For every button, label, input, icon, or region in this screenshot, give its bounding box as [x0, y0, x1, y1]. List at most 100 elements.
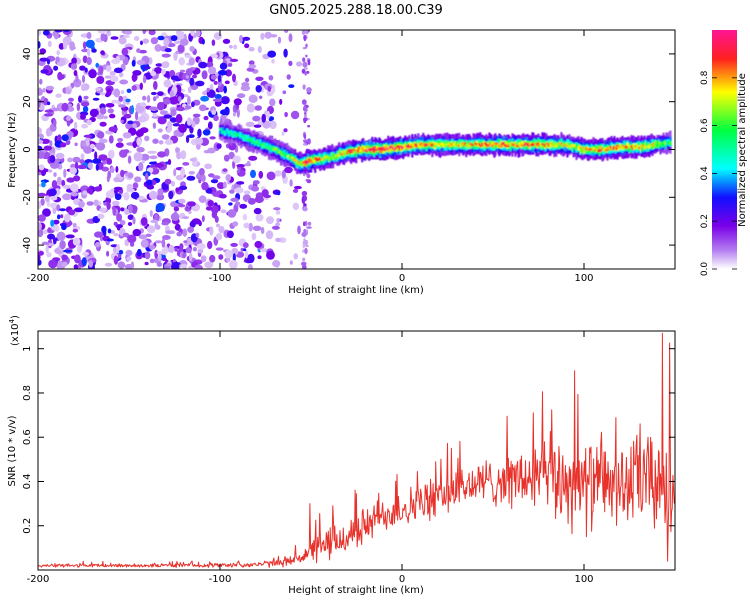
spectrogram-noise-blob [206, 61, 214, 68]
spectrogram-noise-blob [136, 59, 146, 66]
spectrogram-noise-blob [68, 97, 74, 102]
spectrogram-ridge-cell [552, 144, 555, 148]
spectrogram-noise-blob [210, 74, 217, 80]
spectrogram-noise-blob [250, 169, 256, 179]
spectrogram-noise-blob [220, 96, 230, 105]
spectrogram-noise-blob [109, 75, 119, 82]
snr-panel: -200 -100 0 100 0.2 0.4 0.6 0.8 1 Height of str… [7, 315, 676, 596]
spectrogram-noise-blob [113, 177, 120, 183]
spectrogram-ridge-cell [412, 143, 415, 146]
spectrogram-ridge-cell [224, 130, 227, 133]
spectrogram-noise-blob [170, 75, 179, 81]
spectrogram-noise-blob [257, 255, 262, 260]
spectrogram-ridge-cell [540, 144, 543, 148]
spectrogram-noise-blob [177, 96, 182, 102]
spectrogram-noise-blob [169, 117, 178, 123]
spectrogram-noise-blob [303, 221, 306, 227]
spectrogram-ridge-cell [414, 143, 417, 146]
snr-x-tick-label: -100 [209, 574, 232, 585]
spectrogram-noise-blob [184, 242, 191, 247]
spectrogram-noise-blob [251, 232, 257, 241]
spectrogram-noise-blob [118, 104, 126, 108]
spectrogram-noise-blob [41, 241, 50, 245]
colorbar-tick-label: 0.6 [700, 118, 710, 133]
spectrogram-noise-blob [274, 170, 282, 177]
spectrogram-noise-blob [178, 198, 186, 204]
spectrogram-noise-blob [106, 157, 112, 165]
spectrogram-noise-blob [293, 253, 299, 260]
spectrogram-noise-blob [93, 186, 103, 192]
spectrogram-noise-blob [246, 103, 255, 113]
spectrogram-noise-blob [271, 58, 275, 64]
spectrogram-noise-blob [88, 69, 97, 79]
spectrogram-noise-blob [222, 168, 228, 172]
spectrogram-noise-blob [209, 136, 216, 140]
spectrogram-noise-blob [111, 99, 120, 104]
spectrogram-ridge-cell [236, 133, 239, 136]
spectrogram-ridge-cell [505, 144, 508, 148]
spectrogram-noise-blob [218, 254, 224, 260]
spectrogram-noise-blob [149, 164, 155, 168]
spectrogram-noise-blob [199, 168, 205, 176]
spectrogram-noise-blob [209, 254, 216, 263]
spectrogram-noise-blob [46, 128, 51, 137]
spectrogram-noise-blob [303, 117, 307, 124]
spectrogram-ridge-cell [487, 143, 490, 147]
spectrogram-noise-blob [223, 154, 230, 162]
spectrogram-ridge-cell [252, 138, 255, 142]
spectrogram-noise-blob [303, 133, 307, 140]
spectrogram-noise-blob [56, 50, 60, 56]
spectrogram-ridge-cell [579, 146, 582, 149]
spectrogram-ridge-cell [364, 147, 367, 150]
spectrogram-noise-blob [145, 233, 152, 237]
spectrogram-noise-blob [78, 200, 85, 208]
spectrogram-noise-blob [77, 244, 82, 253]
spectrogram-noise-blob [113, 88, 121, 98]
spectrogram-noise-blob [307, 221, 312, 226]
spectrogram-ridge-cell [496, 142, 499, 146]
snr-x-label: Height of straight line (km) [288, 585, 424, 596]
spectrogram-noise-blob [140, 153, 150, 161]
colorbar-tick-label: 0.2 [700, 214, 710, 228]
snr-multiplier: (x104) [8, 315, 21, 346]
spectrogram-noise-blob [106, 238, 114, 242]
spectrogram-noise-blob [288, 60, 293, 67]
spectrogram-noise-blob [106, 175, 110, 183]
spectrogram-noise-blob [145, 172, 149, 181]
spectrogram-noise-blob [302, 257, 306, 262]
spectrogram-noise-blob [266, 250, 275, 260]
spectrogram-ridge-cell [500, 144, 503, 148]
spectrogram-noise-blob [161, 221, 169, 226]
spectrogram-noise-blob [306, 87, 312, 93]
spectrogram-noise-blob [156, 251, 162, 255]
spectrogram-noise-blob [288, 84, 295, 88]
spectrogram-noise-blob [157, 151, 167, 158]
spectrogram-noise-blob [261, 189, 269, 197]
spectrogram-noise-blob [231, 247, 239, 256]
spectrogram-ridge-cell [273, 149, 276, 151]
spectrogram-noise-blob [110, 166, 115, 174]
snr-multiplier-exponent: 4 [8, 318, 16, 323]
spectrogram-noise-blob [100, 33, 106, 41]
spectrogram-noise-blob [244, 43, 250, 49]
spectrogram-noise-blob [301, 190, 308, 197]
spectrogram-noise-blob [119, 79, 129, 85]
spectrogram-noise-blob [123, 113, 132, 119]
spectrogram-noise-blob [189, 77, 195, 86]
spectrogram-noise-blob [240, 247, 244, 252]
spectrogram-ridge-cell [266, 144, 269, 147]
spectrogram-noise-blob [306, 179, 312, 184]
spectrogram-noise-blob [228, 142, 237, 151]
spectrogram-noise-blob [52, 237, 57, 245]
colorbar-label: Normalized spectral amplitude [737, 73, 748, 227]
spectrogram-ridge-cell [280, 151, 283, 154]
spectrogram-noise-blob [283, 128, 288, 133]
spectrogram-noise-blob [39, 57, 49, 62]
spectrogram-noise-blob [244, 163, 252, 167]
spectrogram-noise-blob [247, 198, 256, 205]
spectrogram-ridge-cell [441, 142, 444, 146]
spectrogram-noise-blob [273, 207, 281, 211]
spectrogram-noise-blob [236, 181, 245, 185]
spectrogram-noise-blob [254, 105, 262, 111]
spectrogram-ridge-cell [609, 145, 612, 149]
